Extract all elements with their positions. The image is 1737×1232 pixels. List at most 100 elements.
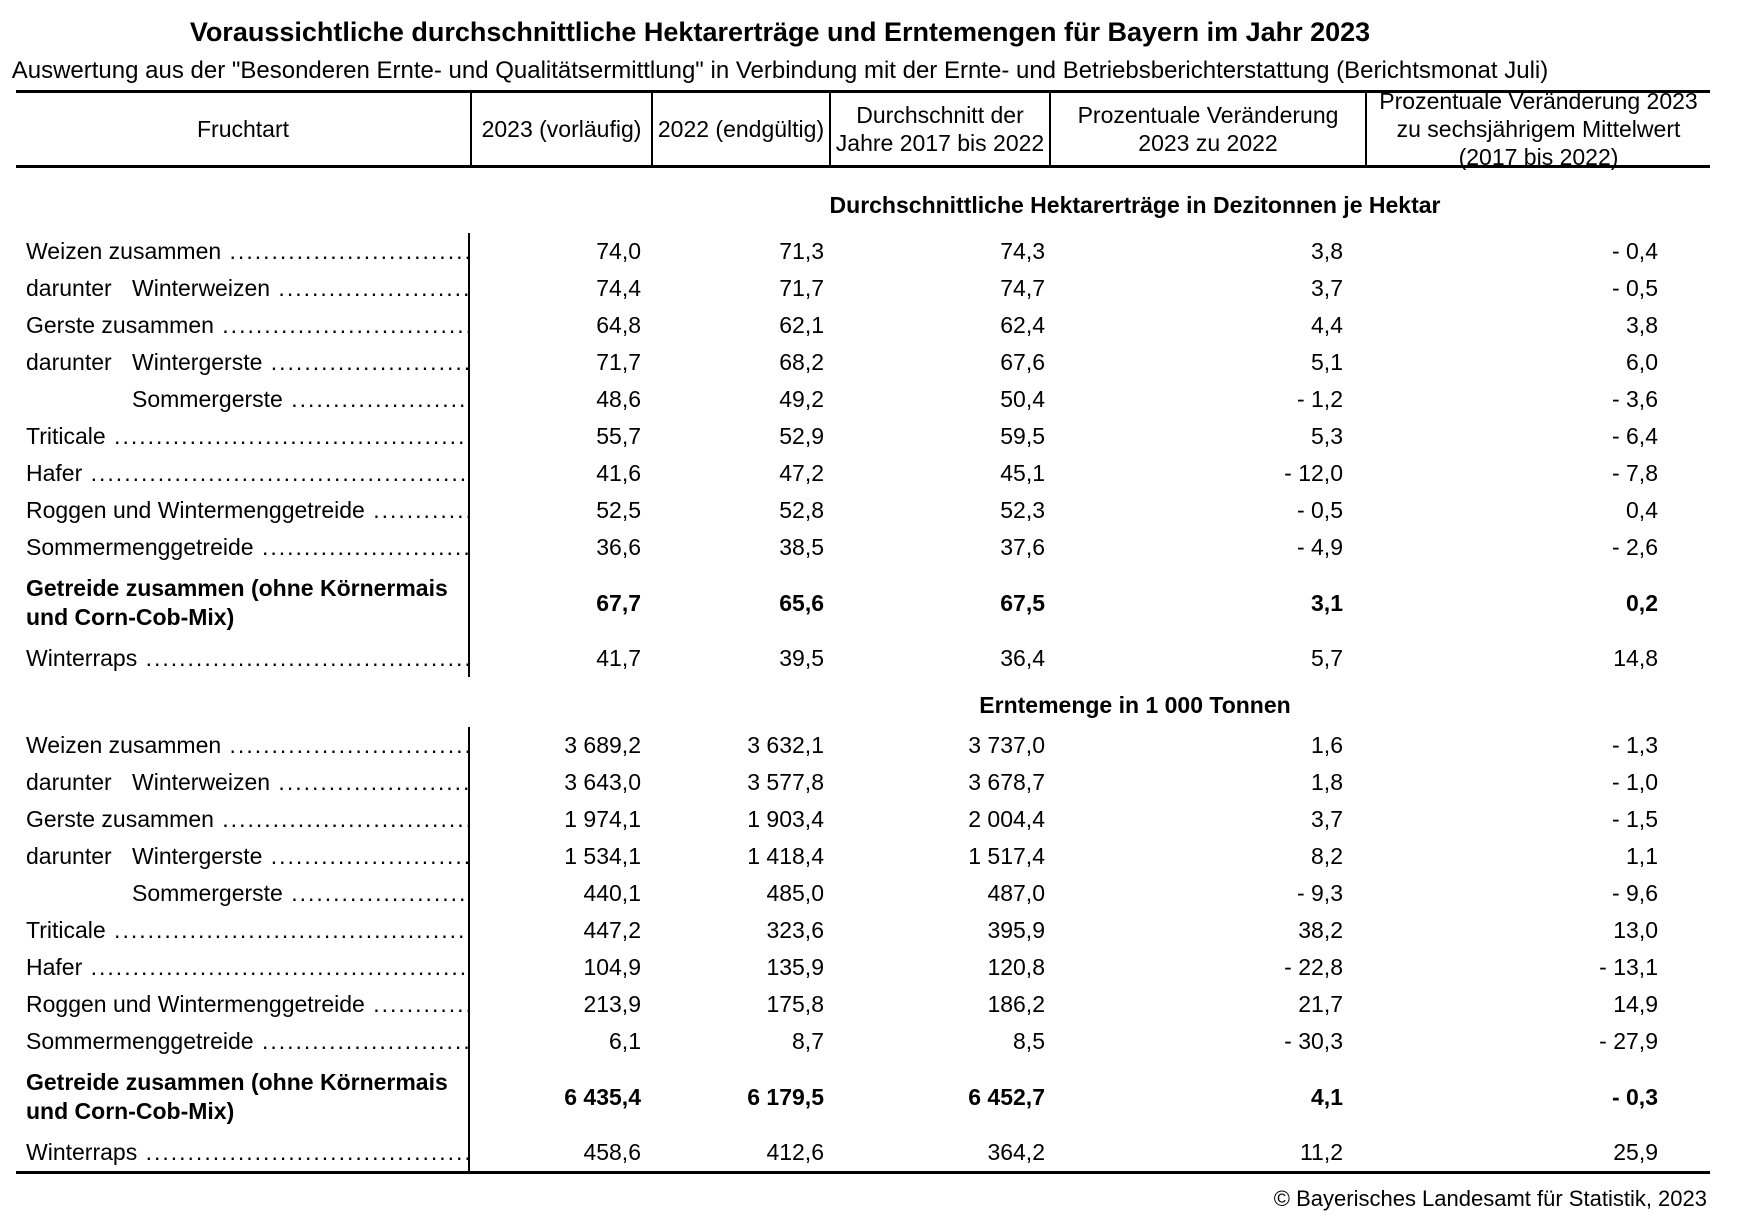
value-cell: 440,1 (583, 880, 641, 906)
value-cell: 0,4 (1626, 497, 1658, 523)
row-label: Weizen zusammen ........................… (16, 233, 470, 270)
row-label: Sommergerste ...........................… (16, 381, 470, 418)
dotted-leader: ........................................… (373, 991, 470, 1017)
row-label: Hafer ..................................… (16, 455, 470, 492)
value-cell: 120,8 (987, 954, 1045, 980)
dotted-leader: ........................................… (278, 275, 470, 301)
value-cell: 8,7 (792, 1028, 824, 1054)
value-cell: 1,8 (1311, 769, 1343, 795)
value-cell: 39,5 (779, 645, 824, 671)
row-label-text: Wintergerste (132, 843, 263, 869)
value-cell: - 3,6 (1611, 386, 1658, 412)
value-cell: - 0,5 (1611, 275, 1658, 301)
value-cell: 55,7 (596, 423, 641, 449)
value-cell: 13,0 (1613, 917, 1658, 943)
value-cell: 50,4 (1000, 386, 1045, 412)
value-cell: 71,7 (596, 349, 641, 375)
row-label: darunter Winterweizen ...................… (16, 764, 470, 801)
dotted-leader: ........................................… (291, 880, 468, 906)
row-label-text: Winterweizen (132, 275, 271, 301)
value-cell: 3,8 (1311, 238, 1343, 264)
value-cell: - 22,8 (1284, 954, 1343, 980)
value-cell: 49,2 (779, 386, 824, 412)
value-cell: - 0,3 (1611, 1084, 1658, 1110)
value-cell: 4,4 (1311, 312, 1343, 338)
row-label: Sommermenggetreide .....................… (16, 1023, 470, 1060)
value-cell: 25,9 (1613, 1139, 1658, 1165)
row-label-text: Sommergerste (132, 386, 283, 412)
value-cell: 11,2 (1299, 1139, 1343, 1165)
value-cell: 3 689,2 (564, 732, 641, 758)
value-cell: - 1,3 (1611, 732, 1658, 758)
row-label-text: Sommergerste (132, 880, 283, 906)
row-label-total: Getreide zusammen (ohne Körnermais und Co… (16, 566, 470, 640)
value-cell: 3 737,0 (968, 732, 1045, 758)
dotted-leader: ........................................… (291, 386, 468, 412)
value-cell: 74,7 (1000, 275, 1045, 301)
column-header-2022: 2022 (endgültig) (651, 90, 829, 168)
value-cell: 1,1 (1626, 843, 1658, 869)
value-cell: 37,6 (1000, 534, 1045, 560)
column-header-fruchtart: Fruchtart (16, 90, 470, 168)
title-block: Voraussichtliche durchschnittliche Hekta… (0, 16, 1560, 87)
value-cell: - 9,6 (1611, 880, 1658, 906)
page-subtitle: Auswertung aus der "Besonderen Ernte- un… (11, 57, 1549, 85)
row-label-text: Gerste zusammen (26, 312, 214, 338)
value-cell: - 9,3 (1296, 880, 1343, 906)
value-cell: 412,6 (766, 1139, 824, 1165)
value-cell: - 1,2 (1296, 386, 1343, 412)
value-cell: - 6,4 (1611, 423, 1658, 449)
row-label-text: Winterweizen (132, 769, 271, 795)
row-label: darunter Wintergerste ...................… (16, 838, 470, 875)
value-cell: 3 643,0 (564, 769, 641, 795)
value-cell: 175,8 (766, 991, 824, 1017)
value-cell: 14,8 (1613, 645, 1658, 671)
value-cell: 1 418,4 (747, 843, 824, 869)
column-header-2023: 2023 (vorläufig) (470, 90, 651, 168)
row-label-text: Roggen und Wintermenggetreide (26, 991, 365, 1017)
dotted-leader: ........................................… (270, 843, 470, 869)
value-cell: 52,9 (779, 423, 824, 449)
value-cell: 5,1 (1311, 349, 1343, 375)
value-cell: - 1,0 (1611, 769, 1658, 795)
row-label-text: Weizen zusammen (26, 732, 222, 758)
row-label-text: Triticale (26, 917, 106, 943)
value-cell: 67,5 (1000, 590, 1045, 616)
value-cell: 6 179,5 (747, 1084, 824, 1110)
section-heading: Erntemenge in 1 000 Tonnen (979, 692, 1291, 718)
value-cell: 1 534,1 (564, 843, 641, 869)
value-cell: 71,3 (779, 238, 824, 264)
row-label-text: Sommermenggetreide (26, 534, 254, 560)
row-label-text: Gerste zusammen (26, 806, 214, 832)
value-cell: 487,0 (987, 880, 1045, 906)
page-title: Voraussichtliche durchschnittliche Hekta… (189, 17, 1371, 47)
row-label: Weizen zusammen ........................… (16, 727, 470, 764)
value-cell: 8,2 (1311, 843, 1343, 869)
copyright-note: © Bayerisches Landesamt für Statistik, 2… (1273, 1186, 1707, 1211)
row-label-text: Winterraps (26, 1139, 138, 1165)
dotted-leader: ........................................… (145, 645, 468, 671)
row-label-text: Sommermenggetreide (26, 1028, 254, 1054)
row-prefix: darunter (26, 275, 112, 301)
value-cell: 364,2 (987, 1139, 1045, 1165)
value-cell: 1 974,1 (564, 806, 641, 832)
dotted-leader: ........................................… (114, 917, 470, 943)
row-label: Gerste zusammen ........................… (16, 801, 470, 838)
value-cell: - 13,1 (1599, 954, 1658, 980)
value-cell: 38,5 (779, 534, 824, 560)
value-cell: 59,5 (1000, 423, 1045, 449)
table-bottom-rule (16, 1171, 1710, 1174)
value-cell: 67,7 (596, 590, 641, 616)
value-cell: 3,7 (1311, 806, 1343, 832)
value-cell: 323,6 (766, 917, 824, 943)
value-cell: 1 517,4 (968, 843, 1045, 869)
value-cell: 6 452,7 (968, 1084, 1045, 1110)
value-cell: 74,0 (596, 238, 641, 264)
value-cell: 6,1 (609, 1028, 641, 1054)
dotted-leader: ........................................… (278, 769, 470, 795)
value-cell: 68,2 (779, 349, 824, 375)
dotted-leader: ........................................… (222, 312, 468, 338)
value-cell: 3 577,8 (747, 769, 824, 795)
row-label: Sommermenggetreide .....................… (16, 529, 470, 566)
